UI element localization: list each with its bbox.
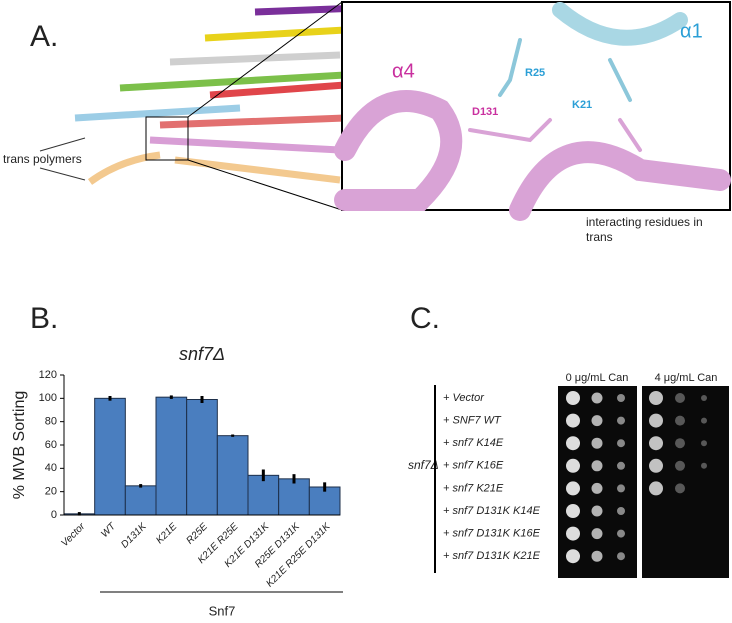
colony-spot bbox=[566, 549, 580, 564]
x-tick-label: K21E bbox=[154, 521, 179, 546]
strain-row: + Vector bbox=[443, 392, 485, 404]
colony-spot bbox=[649, 481, 663, 496]
colony-spot bbox=[617, 439, 625, 448]
strain-rows: 0 μg/mL Can 4 μg/mL Can + Vector + SNF7 WT +… bbox=[443, 372, 718, 564]
structure bbox=[74, 4, 361, 185]
annotation: trans polymers bbox=[3, 152, 82, 166]
colony-spot bbox=[675, 460, 685, 471]
bar bbox=[94, 397, 126, 516]
y-axis-label: % MVB Sorting bbox=[11, 391, 28, 499]
strain-row: + snf7 K21E bbox=[443, 482, 504, 494]
zoom-box bbox=[145, 116, 189, 161]
inset-structure bbox=[334, 2, 731, 221]
x-tick-label: WT bbox=[99, 521, 118, 540]
chart-title: snf7Δ bbox=[179, 344, 225, 364]
bar-chart: snf7Δ % MVB Sorting Snf7 0 20 40 60 80 100 120… bbox=[11, 344, 343, 618]
colony-spot bbox=[701, 440, 707, 447]
y-tick-label: 120 bbox=[39, 369, 57, 381]
colony-spot bbox=[701, 417, 707, 424]
colony-spot bbox=[649, 391, 663, 405]
plate-header: 0 μg/mL Can bbox=[566, 372, 629, 384]
bar bbox=[124, 485, 157, 516]
colony-spot bbox=[591, 505, 603, 517]
colony-spot bbox=[617, 529, 625, 538]
colony-spot bbox=[566, 526, 580, 541]
colony-spot bbox=[591, 550, 603, 562]
colony-spot bbox=[649, 436, 663, 451]
panel-label: C. bbox=[410, 302, 440, 335]
label: α1 bbox=[680, 20, 703, 42]
zoom-line bbox=[187, 159, 343, 211]
strain-row: + snf7 K16E bbox=[443, 460, 504, 472]
bar bbox=[186, 399, 218, 516]
colony-spot bbox=[566, 481, 580, 496]
colony-spot bbox=[591, 460, 603, 472]
x-tick-label: R25E bbox=[185, 521, 211, 547]
label: R25 bbox=[525, 67, 545, 79]
x-tick-label: D131K bbox=[119, 520, 149, 550]
colony-spot bbox=[701, 462, 707, 469]
caption-text: interacting residues in trans bbox=[586, 215, 703, 244]
y-tick-label: 100 bbox=[39, 392, 57, 404]
caption: interacting residues in trans bbox=[586, 215, 703, 244]
panel-label: A. bbox=[30, 20, 58, 53]
group-label: Snf7 bbox=[209, 603, 236, 618]
bar bbox=[278, 478, 310, 516]
colony-spot bbox=[675, 415, 685, 426]
bar bbox=[247, 474, 280, 516]
strain-row: + snf7 D131K K21E bbox=[443, 550, 541, 562]
y-tick-label: 0 bbox=[51, 509, 57, 521]
zoom-line bbox=[187, 1, 343, 118]
colony-spot bbox=[675, 438, 685, 449]
colony-spot bbox=[649, 413, 663, 428]
y-tick-label: 20 bbox=[45, 486, 57, 498]
strain-row: + snf7 D131K K14E bbox=[443, 505, 541, 517]
arrow bbox=[39, 137, 86, 152]
colony-spot bbox=[591, 528, 603, 540]
arrow bbox=[39, 167, 86, 181]
colony-spot bbox=[649, 458, 663, 473]
label: D131 bbox=[472, 106, 498, 118]
colony-spot bbox=[675, 393, 685, 403]
colony-spot bbox=[591, 482, 603, 494]
strain-label: snf7Δ bbox=[408, 458, 439, 472]
plate-header: 4 μg/mL Can bbox=[655, 372, 718, 384]
strain-row: + SNF7 WT bbox=[443, 415, 502, 427]
colony-spot bbox=[701, 395, 707, 401]
y-tick-label: 40 bbox=[45, 462, 57, 474]
label: K21 bbox=[572, 99, 592, 111]
colony-spot bbox=[566, 458, 580, 473]
colony-spot bbox=[591, 415, 603, 427]
colony-spot bbox=[617, 552, 625, 561]
colony-spot bbox=[566, 504, 580, 518]
colony-spot bbox=[617, 416, 625, 425]
y-tick-label: 60 bbox=[45, 439, 57, 451]
label: α4 bbox=[392, 60, 415, 82]
x-tick-label: Vector bbox=[59, 521, 87, 549]
colony-spot bbox=[591, 437, 603, 449]
bar bbox=[155, 396, 188, 516]
bar bbox=[216, 435, 249, 516]
y-tick-label: 80 bbox=[45, 416, 57, 428]
colony-spot bbox=[675, 483, 685, 494]
colony-spot bbox=[617, 507, 625, 515]
strain-row: + snf7 K14E bbox=[443, 437, 504, 449]
strain-row: + snf7 D131K K16E bbox=[443, 528, 541, 540]
panel-label: B. bbox=[30, 302, 58, 335]
colony-spot bbox=[566, 391, 580, 405]
colony-spot bbox=[591, 392, 603, 404]
colony-spot bbox=[617, 461, 625, 470]
colony-spot bbox=[617, 484, 625, 493]
colony-spot bbox=[566, 413, 580, 428]
colony-spot bbox=[566, 436, 580, 451]
colony-spot bbox=[617, 394, 625, 402]
